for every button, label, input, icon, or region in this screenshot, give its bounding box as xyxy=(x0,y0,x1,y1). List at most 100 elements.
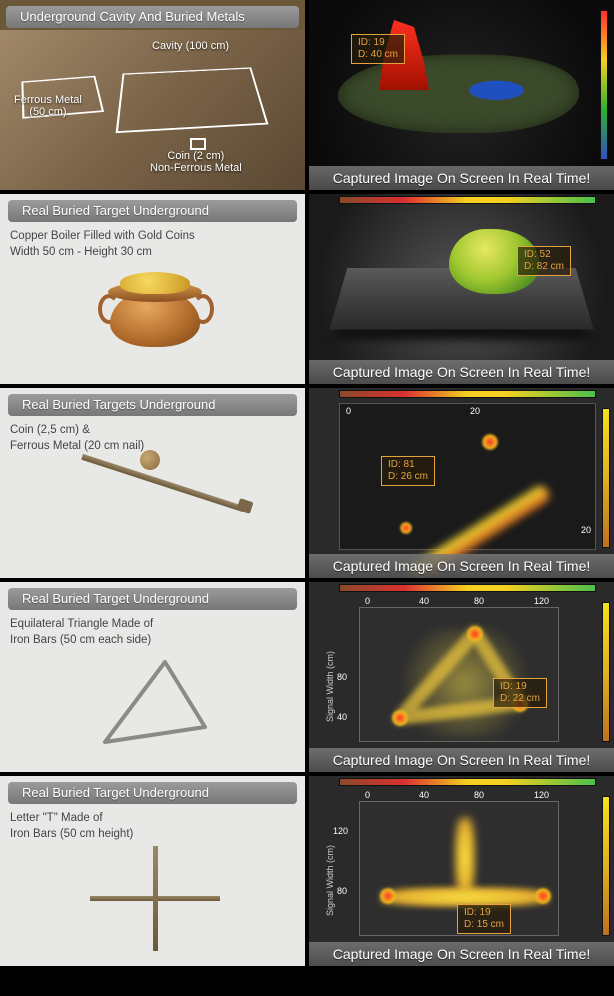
ferrous-label: Ferrous Metal(50 cm) xyxy=(14,94,82,118)
row2-desc2: Width 50 cm - Height 30 cm xyxy=(10,244,195,260)
row4-left: Real Buried Target Underground Equilater… xyxy=(0,582,305,772)
scan-depth: D: 15 cm xyxy=(464,919,504,930)
x-tick-1: 20 xyxy=(470,406,480,416)
nail-head-icon xyxy=(236,498,253,514)
r4-x1: 40 xyxy=(419,596,429,606)
row5-gradient-bar xyxy=(339,778,596,786)
row-2: Real Buried Target Underground Copper Bo… xyxy=(0,194,614,384)
row5-scan-box: ID: 19 D: 15 cm xyxy=(457,904,511,934)
row-4: Real Buried Target Underground Equilater… xyxy=(0,582,614,772)
coin-icon xyxy=(140,450,160,470)
heat-vertex-1 xyxy=(392,710,408,726)
y-tick-1: 20 xyxy=(581,525,591,535)
row2-desc1: Copper Boiler Filled with Gold Coins xyxy=(10,228,195,244)
row3-gradient-bar xyxy=(339,390,596,398)
row1-caption: Captured Image On Screen In Real Time! xyxy=(309,166,614,190)
pot-gold xyxy=(120,272,190,294)
scan-id: ID: 52 xyxy=(524,249,551,260)
coin-label: Coin (2 cm)Non-Ferrous Metal xyxy=(150,150,242,174)
row1-left: Underground Cavity And Buried Metals Fer… xyxy=(0,0,305,190)
row4-desc1: Equilateral Triangle Made of xyxy=(10,616,153,632)
r4-x0: 0 xyxy=(365,596,370,606)
scan-depth: D: 26 cm xyxy=(388,471,428,482)
row-5: Real Buried Target Underground Letter "T… xyxy=(0,776,614,966)
row1-right: ID: 19 D: 40 cm Captured Image On Screen… xyxy=(309,0,614,190)
row3-scan-box: ID: 81 D: 26 cm xyxy=(381,456,435,486)
heat-triangle-lines xyxy=(360,608,558,741)
heat-t-end1 xyxy=(380,888,396,904)
row3-right: 0 20 20 ID: 81 D: 26 cm Captured Image O… xyxy=(309,388,614,578)
row4-strength-bar xyxy=(602,602,610,742)
scan-id: ID: 19 xyxy=(500,681,527,692)
cavity-outline xyxy=(116,67,269,133)
row5-left: Real Buried Target Underground Letter "T… xyxy=(0,776,305,966)
t-shape-icon xyxy=(90,846,220,956)
cavity-label: Cavity (100 cm) xyxy=(152,40,229,52)
row4-caption: Captured Image On Screen In Real Time! xyxy=(309,748,614,772)
scan-depth: D: 82 cm xyxy=(524,261,564,272)
row2-desc: Copper Boiler Filled with Gold Coins Wid… xyxy=(10,228,195,260)
heat-t-end2 xyxy=(535,888,551,904)
row4-axis-label: Signal Width (cm) xyxy=(325,651,335,722)
row4-right: Signal Width (cm) 0 40 80 120 80 40 ID: … xyxy=(309,582,614,772)
r4-x2: 80 xyxy=(474,596,484,606)
row5-title: Real Buried Target Underground xyxy=(8,782,297,804)
scan-depth: D: 22 cm xyxy=(500,693,540,704)
row5-caption: Captured Image On Screen In Real Time! xyxy=(309,942,614,966)
row4-gradient-bar xyxy=(339,584,596,592)
r5-x3: 120 xyxy=(534,790,549,800)
surface-land xyxy=(326,55,592,134)
r5-y2: 80 xyxy=(337,886,347,896)
r4-y2: 40 xyxy=(337,712,347,722)
row5-strength-bar xyxy=(602,796,610,936)
heat-spot-2 xyxy=(400,522,412,534)
x-tick-0: 0 xyxy=(346,406,351,416)
row4-heatmap xyxy=(359,607,559,742)
r4-y1: 80 xyxy=(337,672,347,682)
row1-scan-box: ID: 19 D: 40 cm xyxy=(351,34,405,64)
row5-desc2: Iron Bars (50 cm height) xyxy=(10,826,133,842)
row2-right: ID: 52 D: 82 cm Captured Image On Screen… xyxy=(309,194,614,384)
row3-desc2: Ferrous Metal (20 cm nail) xyxy=(10,438,144,454)
row3-desc: Coin (2,5 cm) & Ferrous Metal (20 cm nai… xyxy=(10,422,144,454)
row3-title: Real Buried Targets Underground xyxy=(8,394,297,416)
color-scale-bar xyxy=(600,10,608,160)
row4-scan-box: ID: 19 D: 22 cm xyxy=(493,678,547,708)
row2-title: Real Buried Target Underground xyxy=(8,200,297,222)
row2-caption: Captured Image On Screen In Real Time! xyxy=(309,360,614,384)
row4-desc: Equilateral Triangle Made of Iron Bars (… xyxy=(10,616,153,648)
row3-heatmap: 0 20 20 xyxy=(339,403,596,550)
scan-id: ID: 19 xyxy=(358,37,385,48)
row-3: Real Buried Targets Underground Coin (2,… xyxy=(0,388,614,578)
floor-photo: Ferrous Metal(50 cm) Cavity (100 cm) Coi… xyxy=(0,30,305,190)
scan-id: ID: 81 xyxy=(388,459,415,470)
r5-x2: 80 xyxy=(474,790,484,800)
heat-coin-dot xyxy=(482,434,498,450)
row3-desc1: Coin (2,5 cm) & xyxy=(10,422,144,438)
heat-vertex-3 xyxy=(467,626,483,642)
row3-caption: Captured Image On Screen In Real Time! xyxy=(309,554,614,578)
scan-depth: D: 40 cm xyxy=(358,49,398,60)
row1-3d-surface xyxy=(309,0,614,190)
row4-title: Real Buried Target Underground xyxy=(8,588,297,610)
r5-y1: 120 xyxy=(333,826,348,836)
row-1: Underground Cavity And Buried Metals Fer… xyxy=(0,0,614,190)
triangle-icon xyxy=(95,652,215,752)
row5-right: Signal Width (cm) 0 40 80 120 120 80 ID:… xyxy=(309,776,614,966)
row2-left: Real Buried Target Underground Copper Bo… xyxy=(0,194,305,384)
row5-desc1: Letter "T" Made of xyxy=(10,810,133,826)
heat-t-vertical xyxy=(455,817,475,897)
row1-title: Underground Cavity And Buried Metals xyxy=(6,6,299,28)
r5-x1: 40 xyxy=(419,790,429,800)
row3-strength-bar xyxy=(602,408,610,548)
row5-desc: Letter "T" Made of Iron Bars (50 cm heig… xyxy=(10,810,133,842)
scan-id: ID: 19 xyxy=(464,907,491,918)
row3-left: Real Buried Targets Underground Coin (2,… xyxy=(0,388,305,578)
nail-icon xyxy=(81,454,245,512)
r4-x3: 120 xyxy=(534,596,549,606)
r5-x0: 0 xyxy=(365,790,370,800)
row5-axis-label: Signal Width (cm) xyxy=(325,845,335,916)
coin-outline xyxy=(190,138,206,150)
row4-desc2: Iron Bars (50 cm each side) xyxy=(10,632,153,648)
row2-gradient-bar xyxy=(339,196,596,204)
